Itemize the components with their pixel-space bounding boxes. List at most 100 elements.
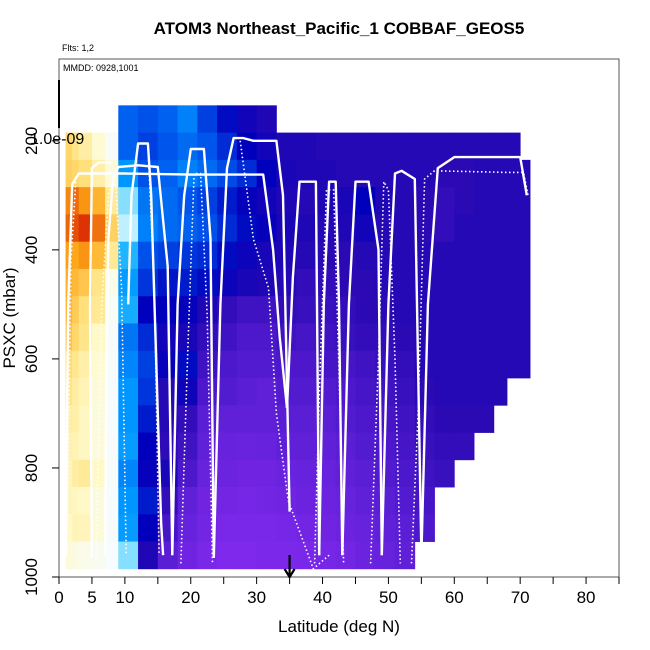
flight-track: [313, 189, 345, 564]
heatmap-cell: [177, 296, 198, 324]
heatmap-cell: [236, 241, 258, 270]
x-tick-label: 50: [379, 588, 398, 607]
heatmap-cell: [177, 405, 198, 433]
heatmap-cell: [157, 214, 178, 243]
heatmap-cell: [91, 487, 106, 515]
heatmap-cell: [493, 159, 508, 188]
flight-track: [410, 170, 529, 564]
heatmap-cell: [454, 159, 475, 188]
x-tick-label: 70: [511, 588, 530, 607]
heatmap-cell: [105, 323, 119, 352]
chart-title: ATOM3 Northeast_Pacific_1 COBBAF_GEOS5: [154, 19, 525, 38]
heatmap-cell: [454, 241, 475, 270]
heatmap-cell: [78, 487, 93, 515]
heatmap-cell: [177, 541, 198, 570]
heatmap-cell: [454, 405, 475, 433]
heatmap-cell: [493, 377, 508, 406]
heatmap-cell: [355, 296, 376, 324]
heatmap-cell: [355, 487, 376, 515]
heatmap-cell: [217, 241, 238, 270]
heatmap-cell: [256, 105, 277, 134]
heatmap-cell: [493, 350, 508, 379]
heatmap-cell: [217, 132, 238, 161]
heatmap-cell: [72, 377, 80, 406]
heatmap-cell: [315, 541, 337, 570]
heatmap-cell: [177, 187, 198, 215]
y-tick-label: 200: [22, 127, 41, 155]
heatmap-cell: [138, 541, 159, 570]
heatmap-cell: [296, 241, 317, 270]
heatmap-cell: [138, 214, 159, 243]
heatmap-cell: [72, 432, 80, 461]
heatmap-cell: [335, 132, 356, 161]
heatmap-cell: [507, 132, 521, 161]
heatmap-cell: [91, 132, 106, 161]
heatmap-cell: [118, 459, 139, 488]
heatmap-cell: [276, 187, 297, 215]
heatmap-cell: [217, 487, 238, 515]
flight-track: [318, 180, 344, 556]
heatmap-cell: [434, 268, 455, 297]
heatmap-cell: [236, 487, 258, 515]
heatmap-cell: [296, 132, 317, 161]
heatmap-cell: [375, 159, 396, 188]
heatmap-cell: [236, 214, 258, 243]
heatmap-cell: [335, 214, 356, 243]
flight-track: [64, 172, 289, 556]
heatmap-cell: [454, 268, 475, 297]
heatmap-cell: [296, 514, 317, 542]
heatmap-cell: [177, 105, 198, 134]
heatmap-cell: [91, 541, 106, 570]
heatmap-cell: [434, 377, 455, 406]
heatmap-cell: [296, 487, 317, 515]
heatmap-cell: [138, 241, 159, 270]
heatmap-cell: [217, 214, 238, 243]
heatmap-cell: [157, 541, 178, 570]
heatmap-cell: [65, 187, 73, 215]
heatmap-cell: [474, 323, 495, 352]
heatmap-cells: [65, 105, 531, 570]
heatmap-cell: [118, 405, 139, 433]
heatmap-cell: [375, 541, 396, 570]
heatmap-cell: [138, 377, 159, 406]
flight-track: [103, 164, 174, 556]
heatmap-cell: [335, 323, 356, 352]
heatmap-cell: [197, 377, 218, 406]
heatmap-cell: [91, 377, 106, 406]
heatmap-cell: [72, 187, 80, 215]
heatmap-cell: [91, 432, 106, 461]
heatmap-cell: [78, 132, 93, 161]
heatmap-cell: [118, 514, 139, 542]
heatmap-cell: [315, 268, 337, 297]
heatmap-cell: [395, 296, 416, 324]
heatmap-cell: [236, 459, 258, 488]
heatmap-cell: [335, 541, 356, 570]
heatmap-cell: [105, 541, 119, 570]
flight-track: [180, 172, 214, 564]
heatmap-cell: [434, 350, 455, 379]
heatmap-cell: [78, 377, 93, 406]
heatmap-cell: [236, 268, 258, 297]
heatmap-cell: [520, 323, 531, 352]
heatmap-cell: [236, 350, 258, 379]
heatmap-cell: [493, 268, 508, 297]
heatmap-cell: [217, 514, 238, 542]
heatmap-cell: [256, 432, 277, 461]
heatmap-cell: [138, 487, 159, 515]
heatmap-cell: [395, 459, 416, 488]
heatmap-cell: [78, 350, 93, 379]
heatmap-cell: [395, 323, 416, 352]
heatmap-cell: [276, 132, 297, 161]
heatmap-cell: [296, 214, 317, 243]
heatmap-cell: [118, 541, 139, 570]
heatmap-cell: [474, 296, 495, 324]
heatmap-cell: [157, 132, 178, 161]
heatmap-cell: [414, 187, 435, 215]
heatmap-cell: [520, 268, 531, 297]
heatmap-cell: [118, 323, 139, 352]
heatmap-cell: [217, 541, 238, 570]
heatmap-cell: [507, 323, 521, 352]
heatmap-cell: [78, 541, 93, 570]
heatmap-cell: [520, 350, 531, 379]
heatmap-cell: [118, 432, 139, 461]
